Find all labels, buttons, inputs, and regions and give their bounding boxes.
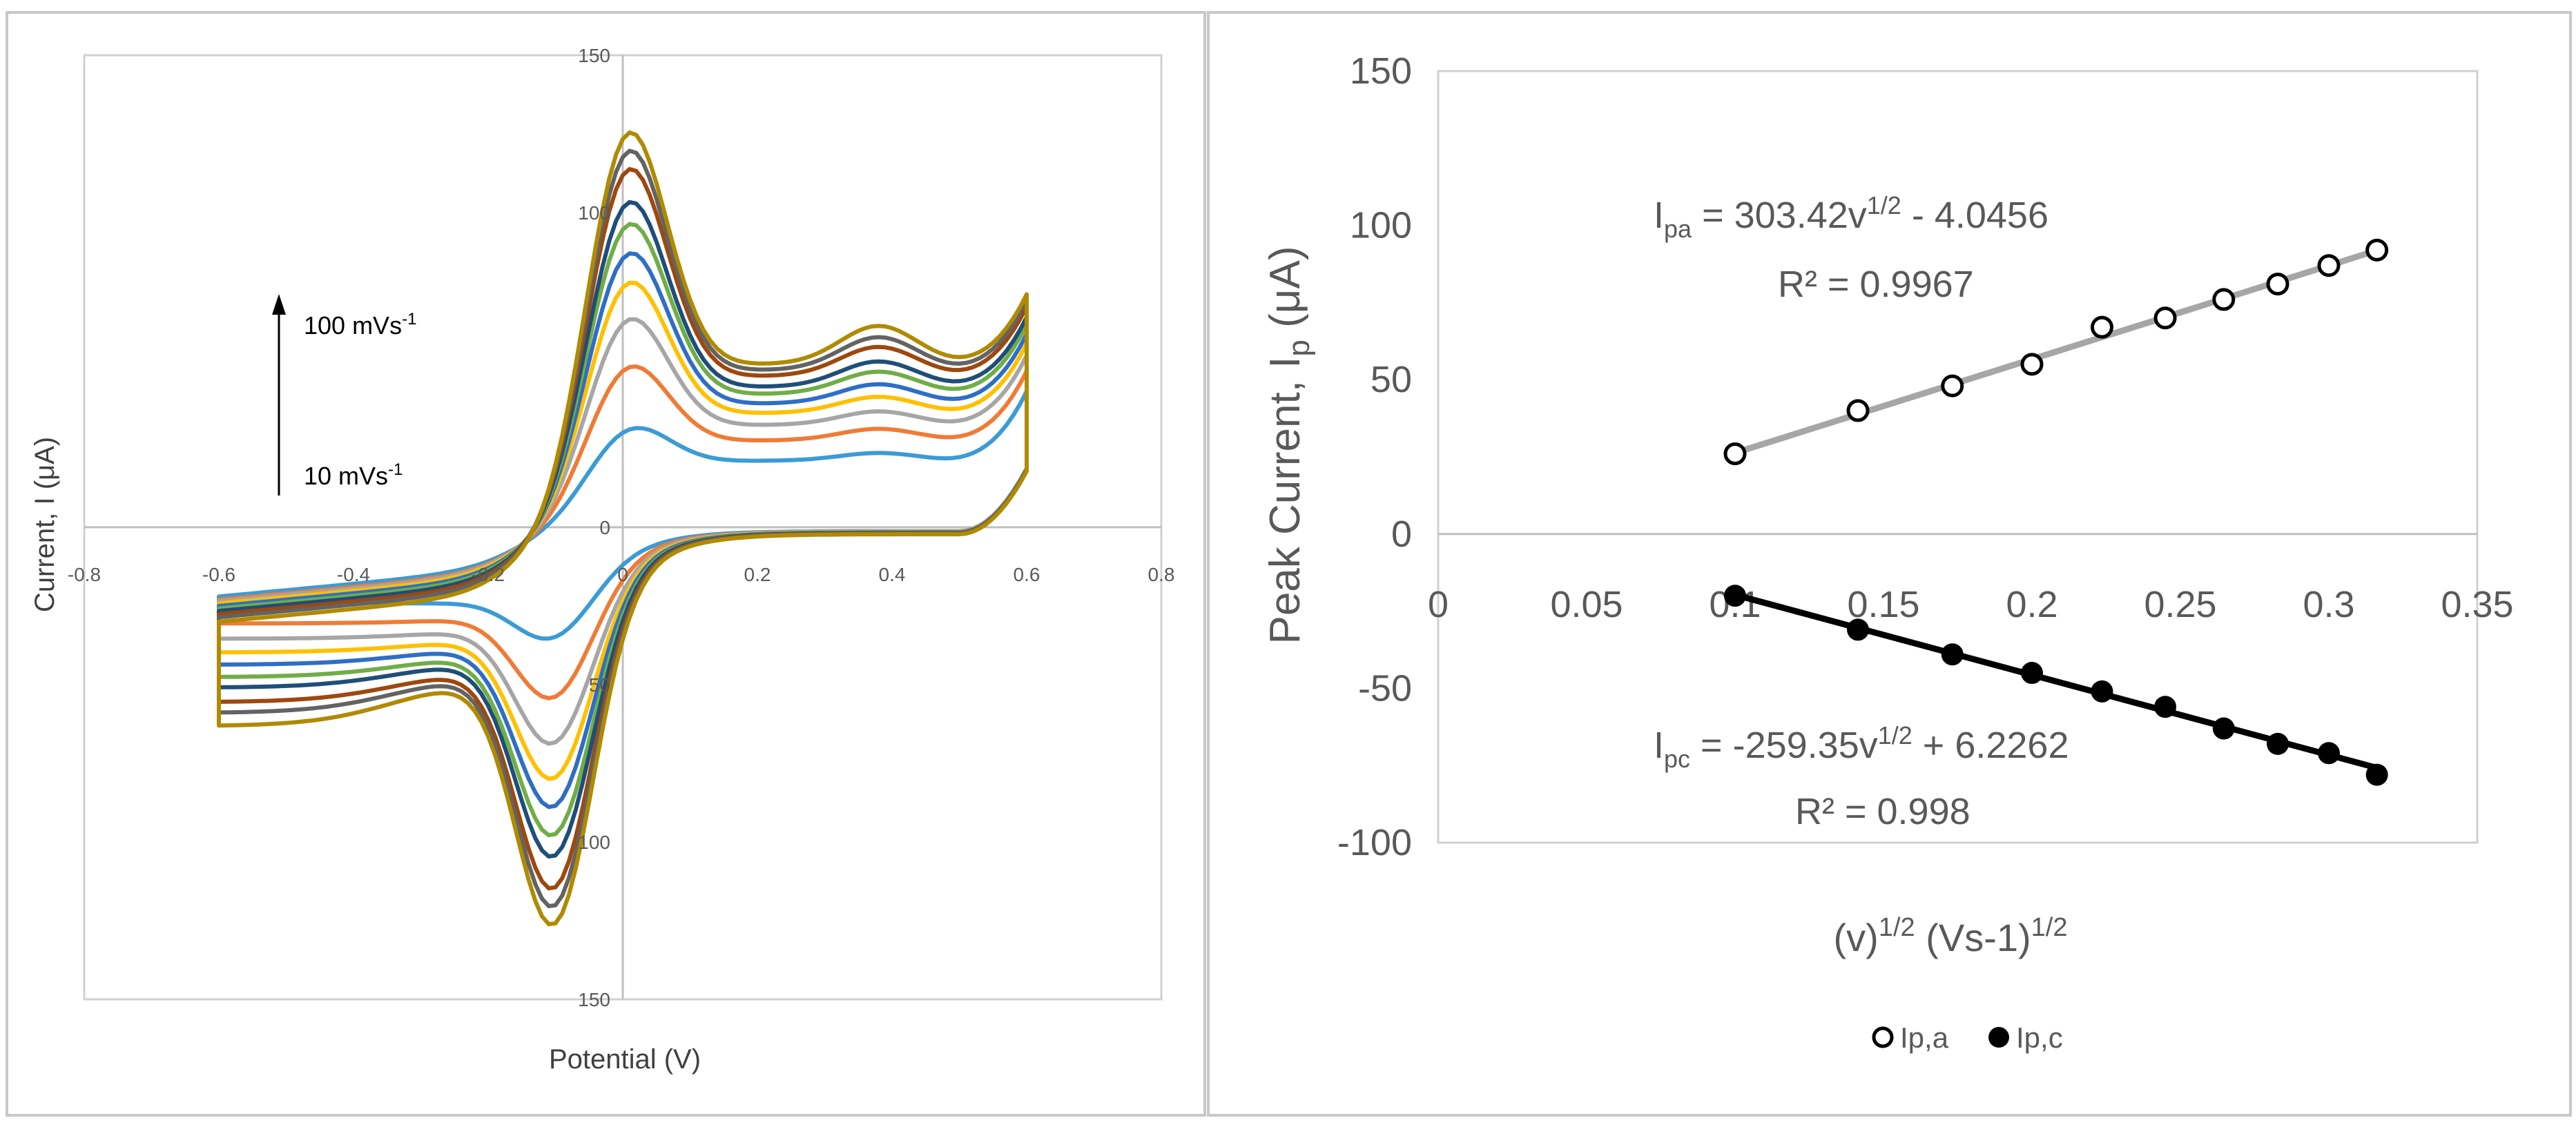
cathodic-point [1941, 643, 1964, 666]
cv-x-tick-label: -0.4 [337, 564, 370, 585]
legend-marker-ipa [1872, 1026, 1894, 1048]
cv-x-tick-label: 0.6 [1014, 564, 1040, 585]
peak-y-tick-label: 150 [1350, 50, 1412, 92]
cv-x-tick-label: 0.2 [744, 564, 771, 585]
anodic-point [1846, 399, 1870, 422]
anodic-r2: R² = 0.9967 [1778, 264, 1974, 305]
cv-y-tick-label: 150 [578, 45, 610, 66]
cathodic-point [2091, 680, 2113, 703]
peak-plot-area [1437, 70, 2479, 844]
cathodic-point [2365, 763, 2388, 786]
peak-x-tick-label: 0.25 [2144, 584, 2216, 625]
cv-x-tick-label: -0.8 [68, 564, 101, 585]
peak-y-tick-label: 0 [1391, 513, 1412, 555]
cv-y-tick-label: 150 [578, 989, 610, 1010]
peak-x-tick-label: 0.05 [1550, 584, 1623, 625]
peak-x-tick-label: 0.3 [2303, 584, 2354, 625]
cathodic-point [1724, 585, 1746, 607]
cv-y-tick-label: 50 [589, 674, 610, 696]
cv-curve [217, 130, 1029, 927]
cv-x-tick-label: -0.2 [472, 564, 505, 585]
anodic-point [2317, 254, 2341, 277]
legend-label-ipc: Ip,c [2016, 1021, 2063, 1054]
cv-chart: -0.8 -0.6 -0.4 -0.2 0 0.2 0.4 0.6 0.8 150 100 0 50 10… [30, 45, 1174, 1075]
scan-rate-arrow-head [272, 294, 286, 315]
anodic-point [2365, 238, 2389, 262]
cv-x-axis-title: Potential (V) [549, 1044, 701, 1075]
legend-label-ipa: Ip,a [1900, 1021, 1949, 1054]
anodic-point [2212, 288, 2236, 311]
anodic-point [2020, 353, 2044, 376]
peak-y-tick-label: 100 [1350, 205, 1412, 246]
cathodic-point [2021, 662, 2043, 685]
legend-marker-ipc [1988, 1027, 2009, 1048]
peak-current-chart: 00.050.10.150.20.250.30.35150100500-50-1… [1261, 50, 2514, 1054]
peak-y-tick-label: -100 [1337, 822, 1412, 863]
anodic-point [1941, 374, 1964, 398]
cv-x-tick-label: 0.4 [879, 564, 906, 585]
peak-x-tick-label: 0.35 [2441, 584, 2513, 625]
cathodic-equation: Ipc = -259.35v1/2 + 6.2262 [1654, 721, 2069, 773]
anodic-point [2266, 273, 2289, 296]
peak-x-axis-title: (v)1/2 (Vs-1)1/2 [1834, 913, 2068, 959]
cathodic-point [2212, 717, 2235, 740]
peak-y-tick-label: 50 [1371, 359, 1412, 400]
peak-tick-labels: 00.050.10.150.20.250.30.35150100500-50-1… [1337, 50, 2514, 863]
peak-legend: Ip,a Ip,c [1872, 1021, 2063, 1054]
anodic-point [2090, 315, 2113, 339]
peak-x-tick-label: 0 [1428, 584, 1449, 625]
cathodic-point [2154, 696, 2177, 718]
cv-x-tick-label: -0.6 [202, 564, 235, 585]
cathodic-point [1847, 618, 1870, 641]
annotation-low-rate: 10 mVs-1 [304, 460, 403, 490]
annotation-high-rate: 100 mVs-1 [304, 310, 416, 340]
cathodic-r2: R² = 0.998 [1795, 791, 1970, 832]
cv-y-tick-label: 100 [578, 202, 610, 224]
anodic-point [2153, 306, 2177, 330]
cv-x-tick-label: 0 [617, 564, 628, 585]
peak-x-tick-label: 0.2 [2006, 584, 2057, 625]
anodic-point [1723, 442, 1747, 466]
cv-curves [217, 130, 1029, 927]
peak-series [1723, 238, 2389, 786]
peak-x-tick-label: 0.15 [1847, 584, 1919, 625]
cathodic-point [2267, 732, 2289, 755]
right-panel-frame [1207, 11, 2572, 1117]
cv-tick-labels: -0.8 -0.6 -0.4 -0.2 0 0.2 0.4 0.6 0.8 150 100 0 50 10… [68, 45, 1175, 1010]
cv-x-tick-label: 0.8 [1148, 564, 1175, 585]
peak-y-axis-title: Peak Current, Ip (μA) [1261, 246, 1316, 644]
cv-y-tick-label: 100 [578, 832, 610, 853]
cv-y-axis-title: Current, I (μA) [30, 437, 60, 612]
cv-y-tick-label: 0 [599, 517, 610, 538]
anodic-equation: Ipa = 303.42v1/2 - 4.0456 [1654, 191, 2049, 243]
peak-y-tick-label: -50 [1358, 667, 1412, 709]
cathodic-point [2318, 742, 2340, 765]
